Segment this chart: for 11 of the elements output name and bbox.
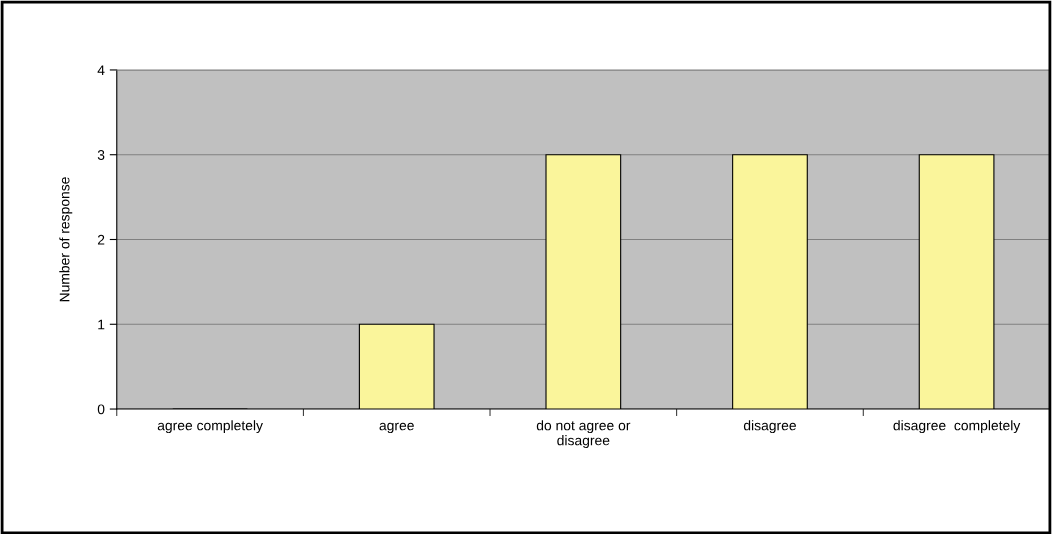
- y-tick-label: 3: [97, 150, 105, 160]
- y-tick-label: 4: [97, 65, 105, 75]
- x-tick-label: disagree: [743, 420, 796, 434]
- x-tick-label: disagree completely: [893, 420, 1021, 434]
- y-tick-label: 1: [98, 319, 105, 330]
- x-tick-label: agree: [379, 422, 414, 434]
- y-tick-label: 2: [97, 234, 105, 245]
- x-tick-label: agree completely: [157, 420, 263, 434]
- x-tick-label: do not agree or disagree: [536, 420, 631, 449]
- y-axis-title: Number of response: [59, 177, 73, 302]
- y-tick-label: 0: [97, 404, 105, 415]
